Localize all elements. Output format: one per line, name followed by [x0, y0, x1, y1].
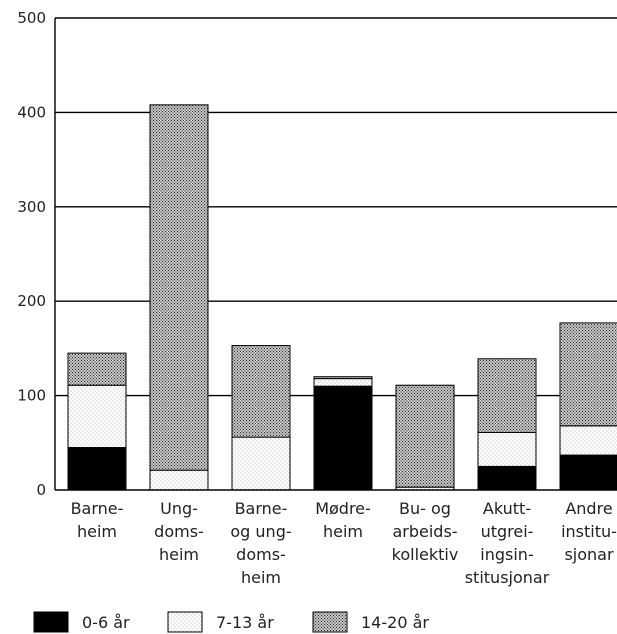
- bar-segment-14-20: [477, 358, 537, 433]
- x-category-label: Andre: [565, 499, 612, 518]
- x-category-label: sjonar: [564, 545, 614, 564]
- bar-segment-14-20: [559, 322, 617, 427]
- x-category-label: institu-: [561, 522, 617, 541]
- x-category-label: heim: [77, 522, 117, 541]
- bar-segment-14-20: [313, 376, 373, 380]
- legend-label: 0-6 år: [82, 613, 130, 632]
- x-category-label: heim: [323, 522, 363, 541]
- y-tick-label: 200: [17, 292, 46, 310]
- bar-segment-7-13: [149, 469, 209, 491]
- x-category-label: heim: [159, 545, 199, 564]
- x-category-label: Barne-: [71, 499, 124, 518]
- bars: [67, 104, 617, 491]
- y-tick-label: 300: [17, 198, 46, 216]
- legend-label: 14-20 år: [361, 613, 429, 632]
- legend-swatch: [312, 611, 348, 633]
- axes: [54, 18, 617, 491]
- bar-segment-7-13: [313, 378, 373, 387]
- legend-label: 7-13 år: [216, 613, 274, 632]
- x-category-label: Akutt-: [483, 499, 531, 518]
- legend: 0-6 år 7-13 år 14-20 år: [33, 611, 429, 633]
- bar-segment-14-20: [231, 345, 291, 438]
- legend-swatch: [167, 611, 203, 633]
- bar-segment-7-13: [559, 425, 617, 456]
- x-axis-categories: Barne-heim Ung-doms-heim Barne-og ung-doms…: [71, 499, 617, 587]
- x-category-label: Bu- og: [399, 499, 451, 518]
- bar-segment-7-13: [231, 436, 291, 491]
- x-category-label: kollektiv: [392, 545, 459, 564]
- x-category-label: Barne-: [235, 499, 288, 518]
- legend-swatch: [33, 611, 69, 633]
- y-tick-label: 100: [17, 387, 46, 405]
- x-category-label: heim: [241, 568, 281, 587]
- x-category-label: og ung-: [230, 522, 291, 541]
- x-category-label: doms-: [236, 545, 286, 564]
- bar-segment-14-20: [67, 352, 127, 386]
- bar-segment-0-6: [313, 385, 373, 491]
- bar-segment-0-6: [477, 465, 537, 491]
- x-category-label: stitusjonar: [465, 568, 550, 587]
- bar-segment-14-20: [149, 104, 209, 471]
- x-category-label: arbeids-: [392, 522, 457, 541]
- y-tick-label: 500: [17, 9, 46, 27]
- bar-segment-14-20: [395, 384, 455, 488]
- bar-segment-7-13: [67, 384, 127, 449]
- x-category-label: Ung-: [160, 499, 198, 518]
- y-tick-label: 0: [36, 481, 46, 499]
- y-axis-ticks: 0 100 200 300 400 500: [17, 9, 46, 499]
- x-category-label: doms-: [154, 522, 204, 541]
- x-category-label: Mødre-: [315, 499, 371, 518]
- bar-segment-0-6: [559, 454, 617, 491]
- x-category-label: utgrei-: [481, 522, 534, 541]
- gridlines: [55, 17, 617, 397]
- bar-segment-7-13: [477, 431, 537, 467]
- y-tick-label: 400: [17, 103, 46, 121]
- x-category-label: ingsin-: [480, 545, 533, 564]
- bar-segment-0-6: [67, 447, 127, 491]
